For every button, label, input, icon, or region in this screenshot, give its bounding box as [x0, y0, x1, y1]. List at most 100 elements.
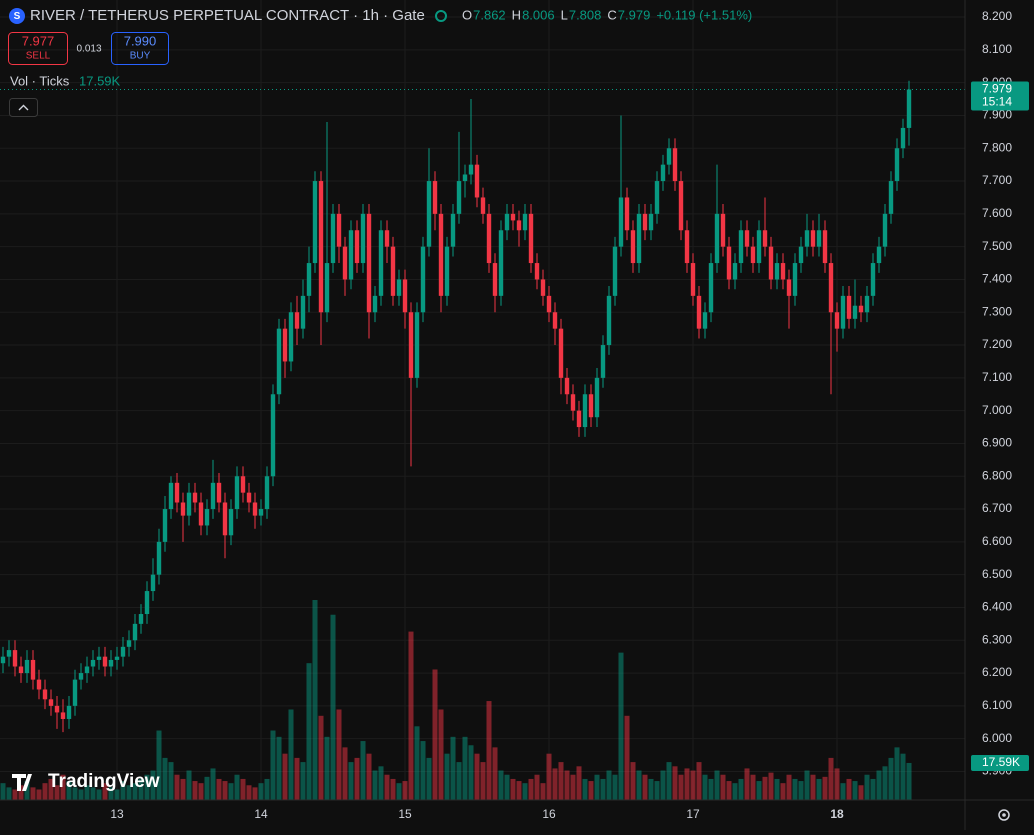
volume-bar [750, 774, 756, 800]
buy-label[interactable]: BUY [130, 51, 151, 62]
volume-bar [168, 762, 174, 800]
candle-body [306, 263, 312, 296]
volume-bar [336, 709, 342, 800]
settings-icon-center [1002, 813, 1006, 817]
candle-body [450, 213, 456, 247]
symbol-icon-letter: S [14, 11, 21, 22]
candle-body [234, 476, 240, 510]
volume-bar [54, 785, 60, 800]
candle-body [660, 164, 666, 182]
volume-bar [612, 774, 618, 800]
candle-body [612, 246, 618, 296]
volume-bar [432, 669, 438, 800]
settings-icon[interactable] [998, 809, 1010, 821]
candle-body [36, 679, 42, 690]
candle-body [468, 164, 474, 175]
ohlc-value: 7.979 [618, 7, 651, 22]
volume-bar [348, 762, 354, 800]
candle-body [822, 230, 828, 264]
candle-body [786, 279, 792, 296]
volume-bar [696, 762, 702, 800]
candle-body [90, 659, 96, 667]
candle-body [174, 482, 180, 503]
volume-bar [372, 770, 378, 800]
candle-body [600, 345, 606, 378]
change-value: +0.119 (+1.51%) [656, 7, 752, 22]
brand-name[interactable]: TradingView [48, 771, 160, 792]
chart-title[interactable]: RIVER / TETHERUS PERPETUAL CONTRACT · 1h… [30, 7, 425, 24]
volume-bar [726, 781, 732, 800]
brand-logo [12, 774, 32, 791]
collapse-button[interactable] [9, 98, 38, 117]
candle-body [486, 213, 492, 264]
candle-body [768, 246, 774, 280]
candle-body [300, 295, 306, 329]
sell-label[interactable]: SELL [26, 51, 51, 62]
volume-bar [624, 715, 630, 800]
x-tick-label: 14 [254, 807, 268, 821]
candle-body [906, 89, 912, 128]
candle-body [6, 650, 12, 657]
y-tick-label: 7.100 [982, 370, 1012, 384]
candle-body [372, 295, 378, 313]
volume-bar [456, 762, 462, 800]
candle-body [474, 164, 480, 198]
collapse-icon [18, 104, 29, 111]
sell-price[interactable]: 7.977 [22, 33, 55, 48]
volume-bar [516, 781, 522, 800]
candle-body [642, 213, 648, 231]
volume-bar [672, 766, 678, 800]
volume-bar [720, 774, 726, 800]
volume-bar [396, 783, 402, 800]
candle-body [810, 230, 816, 247]
candle-body [630, 230, 636, 264]
volume-bar [0, 783, 6, 800]
candle-body [456, 181, 462, 214]
candle-body [648, 213, 654, 231]
volume-bar [42, 783, 48, 800]
candle-body [756, 230, 762, 264]
candle-body [396, 279, 402, 296]
volume-bar [366, 753, 372, 800]
candle-body [360, 213, 366, 264]
volume-bar [222, 781, 228, 800]
candle-body [852, 305, 858, 319]
candle-body [708, 263, 714, 313]
volume-bar [468, 745, 474, 800]
volume-bar [462, 736, 468, 800]
volume-bar [666, 762, 672, 800]
volume-bar [18, 785, 24, 800]
ohlc-value: 7.808 [569, 7, 602, 22]
candle-body [180, 502, 186, 516]
candle-body [222, 502, 228, 536]
volume-bar [306, 663, 312, 800]
status-dot [435, 10, 447, 22]
volume-bar [120, 781, 126, 800]
y-tick-label: 7.000 [982, 403, 1012, 417]
volume-bar [654, 781, 660, 800]
y-tick-label: 6.300 [982, 632, 1012, 646]
volume-bar [12, 789, 18, 800]
volume-bar [246, 785, 252, 800]
buy-button[interactable] [111, 32, 169, 65]
volume-bar [600, 778, 606, 800]
ohlc-label: H [512, 7, 521, 22]
volume-bar [846, 778, 852, 800]
volume-bar [480, 762, 486, 800]
sell-button[interactable] [8, 32, 68, 65]
y-tick-label: 7.900 [982, 108, 1012, 122]
candle-body [168, 482, 174, 510]
candle-body [192, 492, 198, 503]
volume-bar [138, 778, 144, 800]
y-tick-label: 8.200 [982, 9, 1012, 23]
x-tick-label: 17 [686, 807, 700, 821]
volume-bar [162, 757, 168, 800]
spread: 0.013 [76, 44, 101, 55]
volume-bar [522, 783, 528, 800]
buy-price[interactable]: 7.990 [124, 33, 157, 48]
candle-body [504, 213, 510, 231]
volume-bar [198, 783, 204, 800]
volume-bar [564, 770, 570, 800]
volume-bar [810, 774, 816, 800]
volume-bar [360, 741, 366, 800]
